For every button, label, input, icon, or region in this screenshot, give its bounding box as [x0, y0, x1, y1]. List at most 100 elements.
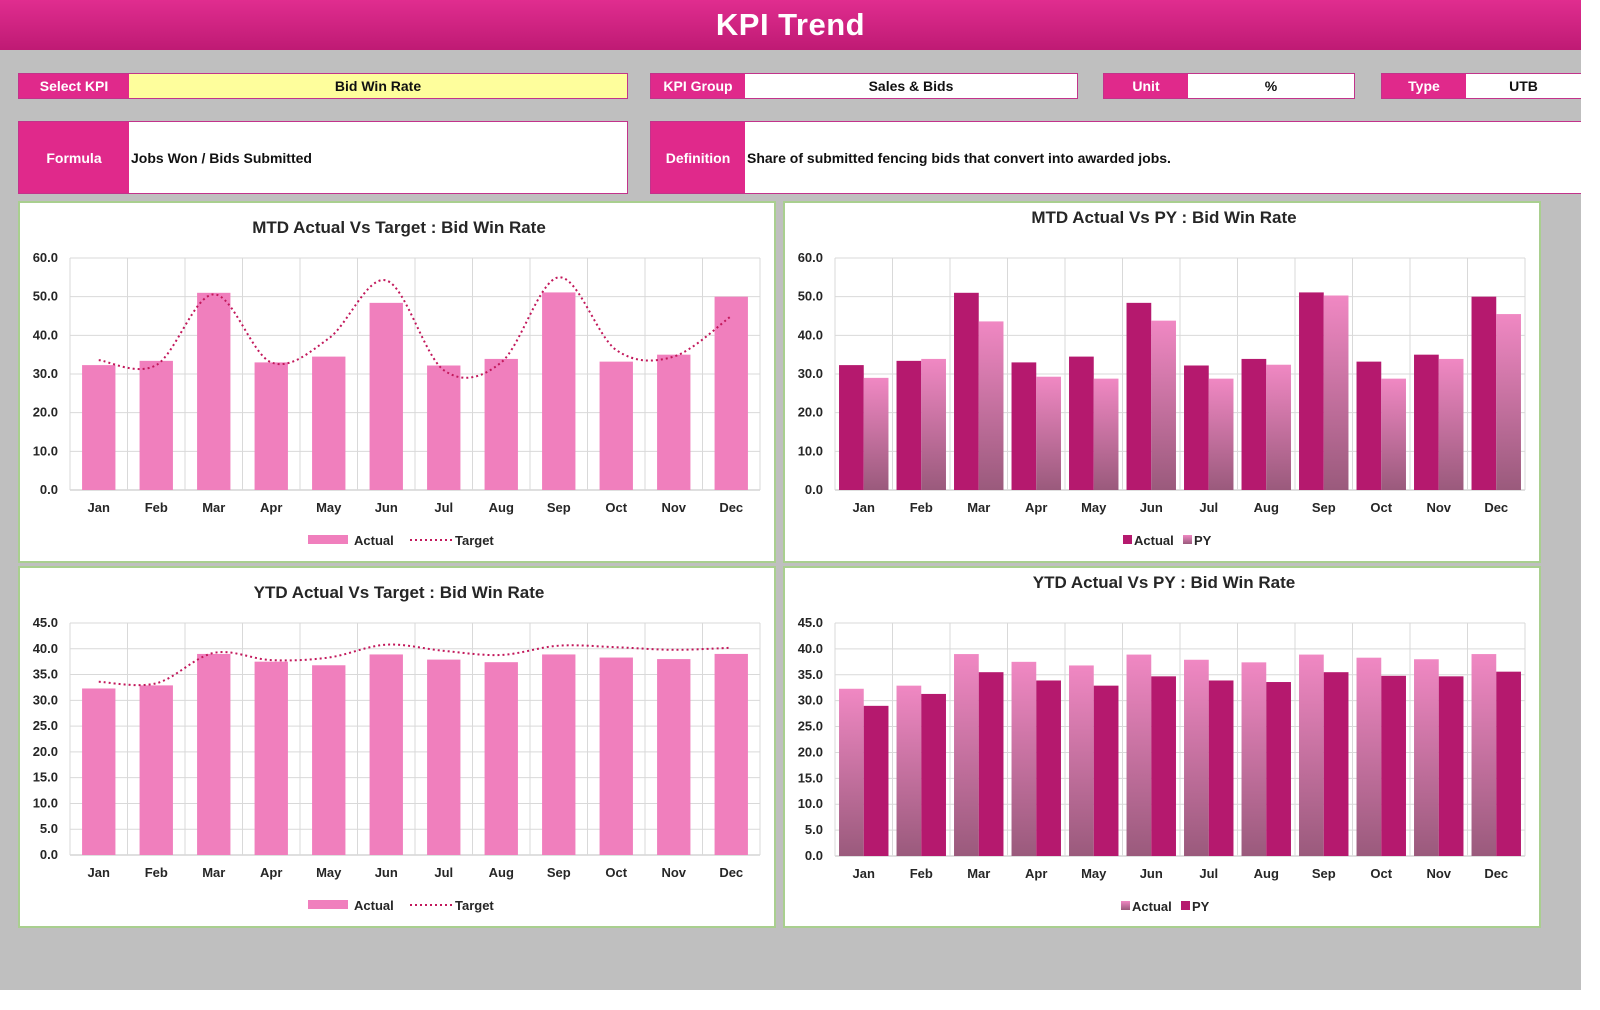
- bar-py: [1496, 671, 1521, 856]
- x-tick-label: Feb: [910, 866, 933, 881]
- x-tick-label: Mar: [202, 865, 225, 880]
- y-tick-label: 15.0: [798, 770, 823, 785]
- y-tick-label: 15.0: [33, 770, 58, 785]
- y-tick-label: 0.0: [40, 847, 58, 862]
- x-tick-label: May: [316, 500, 342, 515]
- bar-actual: [1356, 657, 1382, 856]
- kpi-group-field: KPI Group Sales & Bids: [650, 73, 1078, 99]
- bar-py: [1151, 320, 1176, 490]
- bar-py: [1266, 682, 1291, 856]
- y-tick-label: 40.0: [33, 641, 58, 656]
- y-tick-label: 30.0: [798, 693, 823, 708]
- bar-py: [863, 705, 889, 856]
- y-tick-label: 45.0: [33, 615, 58, 630]
- y-tick-label: 40.0: [33, 327, 58, 342]
- x-tick-label: Oct: [1370, 500, 1392, 515]
- x-tick-label: Apr: [1025, 500, 1047, 515]
- bar-actual: [1241, 358, 1267, 490]
- x-tick-label: Nov: [661, 865, 686, 880]
- bar-actual: [427, 365, 461, 490]
- x-tick-label: May: [1081, 500, 1107, 515]
- y-tick-label: 10.0: [798, 796, 823, 811]
- x-tick-label: Jan: [88, 500, 110, 515]
- x-tick-label: Sep: [547, 500, 571, 515]
- bar-actual: [542, 654, 576, 855]
- bar-actual: [1471, 654, 1497, 856]
- type-value: UTB: [1509, 78, 1538, 94]
- x-tick-label: Nov: [1426, 866, 1451, 881]
- y-tick-label: 45.0: [798, 615, 823, 630]
- bar-py: [1381, 378, 1406, 490]
- x-tick-label: Jul: [1199, 866, 1218, 881]
- x-tick-label: Aug: [1254, 866, 1279, 881]
- y-tick-label: 10.0: [798, 443, 823, 458]
- bar-actual: [369, 302, 403, 490]
- x-tick-label: Jan: [88, 865, 110, 880]
- x-tick-label: Jan: [853, 500, 875, 515]
- y-tick-label: 25.0: [33, 718, 58, 733]
- select-kpi-dropdown[interactable]: Bid Win Rate: [129, 74, 627, 98]
- bar-actual: [954, 654, 979, 856]
- bar-py: [1036, 376, 1061, 490]
- legend-label-target: Target: [455, 533, 494, 548]
- formula-value: Jobs Won / Bids Submitted: [131, 149, 312, 166]
- y-tick-label: 40.0: [798, 641, 823, 656]
- select-kpi-label: Select KPI: [19, 74, 129, 98]
- unit-value: %: [1264, 78, 1278, 94]
- mtd-actual-vs-target-svg: MTD Actual Vs Target : Bid Win Rate 0.0 10…: [33, 218, 761, 548]
- bar-py: [1151, 676, 1176, 856]
- bar-py: [1323, 295, 1349, 490]
- x-tick-label: Nov: [1426, 500, 1451, 515]
- bar-py: [1381, 675, 1406, 856]
- x-tick-label: Aug: [489, 500, 514, 515]
- dashboard: KPI Trend Select KPI Bid Win Rate KPI Gr…: [0, 0, 1581, 990]
- y-tick-label: 0.0: [805, 848, 823, 863]
- legend-label-target: Target: [455, 898, 494, 913]
- bar-actual: [714, 296, 748, 490]
- select-kpi-field[interactable]: Select KPI Bid Win Rate: [18, 73, 628, 99]
- y-tick-label: 50.0: [798, 289, 823, 304]
- y-tick-label: 60.0: [798, 250, 823, 265]
- bar-actual: [139, 360, 173, 490]
- bar-actual: [714, 653, 748, 855]
- legend-label-actual: Actual: [354, 898, 394, 913]
- mtd-actual-vs-py-svg: MTD Actual Vs PY : Bid Win Rate 0.0 10.0 20…: [798, 208, 1526, 548]
- x-tick-label: Sep: [1312, 866, 1336, 881]
- bar-actual: [1011, 362, 1037, 490]
- bar-py: [1208, 378, 1234, 490]
- bar-actual: [484, 662, 518, 855]
- x-tick-label: Feb: [145, 865, 168, 880]
- legend-label-actual: Actual: [354, 533, 394, 548]
- bar-actual: [1184, 365, 1209, 490]
- x-tick-label: Mar: [967, 500, 990, 515]
- bar-actual: [1126, 302, 1152, 490]
- y-tick-label: 35.0: [33, 667, 58, 682]
- ytd-actual-vs-target-svg: YTD Actual Vs Target : Bid Win Rate 0.0 5.…: [33, 583, 761, 913]
- y-tick-label: 50.0: [33, 289, 58, 304]
- x-tick-label: Sep: [1312, 500, 1336, 515]
- bar-py: [1093, 685, 1119, 856]
- x-tick-label: Jun: [375, 865, 398, 880]
- y-tick-label: 10.0: [33, 795, 58, 810]
- kpi-group-value: Sales & Bids: [868, 78, 954, 94]
- x-tick-label: Apr: [260, 865, 282, 880]
- ytd-actual-vs-target-chart: YTD Actual Vs Target : Bid Win Rate 0.0 5.…: [18, 566, 776, 928]
- bar-actual: [1299, 292, 1324, 490]
- y-tick-label: 60.0: [33, 250, 58, 265]
- bar-py: [921, 358, 946, 490]
- legend-swatch-actual: [308, 535, 348, 544]
- mtd-actual-vs-target-chart: MTD Actual Vs Target : Bid Win Rate 0.0 10…: [18, 201, 776, 563]
- bar-actual: [542, 292, 576, 490]
- type-label: Type: [1382, 74, 1466, 98]
- bar-actual: [1011, 661, 1037, 856]
- legend-label-py: PY: [1192, 899, 1210, 914]
- y-tick-label: 30.0: [798, 366, 823, 381]
- bar-py: [1266, 364, 1291, 490]
- x-tick-label: Dec: [1484, 866, 1508, 881]
- definition-field: Definition Share of submitted fencing bi…: [650, 121, 1581, 194]
- y-tick-label: 25.0: [798, 719, 823, 734]
- legend-swatch-actual: [1123, 535, 1132, 544]
- bar-py: [1438, 358, 1464, 490]
- bar-actual: [1184, 659, 1209, 856]
- x-tick-label: Mar: [967, 866, 990, 881]
